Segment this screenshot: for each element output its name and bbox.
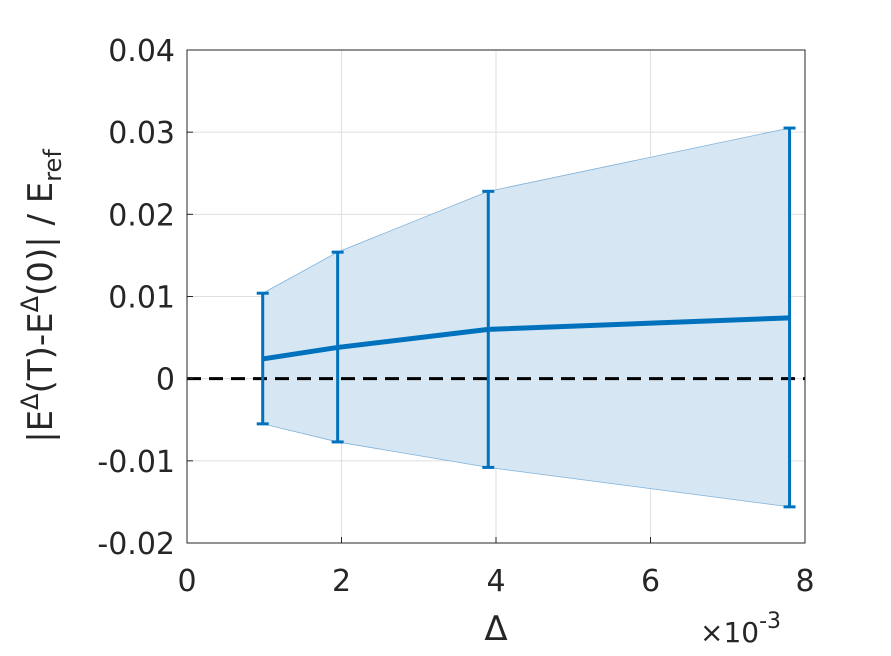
y-tick-label: 0.04 <box>108 34 175 69</box>
y-tick-label: 0.02 <box>108 198 175 233</box>
x-ticks: 0 2 4 6 8 <box>177 537 815 599</box>
y-label-sup1: Δ <box>16 393 44 410</box>
y-tick-label: -0.02 <box>97 527 175 562</box>
x-multiplier-prefix: ×10 <box>700 616 759 649</box>
y-label-sup2: Δ <box>16 295 44 312</box>
y-axis-label: |EΔ(T)-EΔ(0)| / Eref <box>16 149 67 443</box>
y-tick-label: -0.01 <box>97 445 175 480</box>
x-multiplier-exponent: -3 <box>759 609 781 634</box>
y-ticks: -0.02 -0.01 0 0.01 0.02 0.03 0.04 <box>97 34 193 562</box>
y-label-mid: (T)-E <box>21 312 61 393</box>
x-axis-multiplier: ×10-3 <box>700 609 781 649</box>
y-label-sub: ref <box>39 149 67 182</box>
y-tick-label: 0.01 <box>108 281 175 316</box>
x-axis-label: Δ <box>484 609 507 649</box>
x-tick-label: 4 <box>486 564 505 599</box>
mean-series-line <box>262 315 790 362</box>
y-tick-label: 0 <box>156 363 175 398</box>
x-tick-label: 2 <box>332 564 351 599</box>
mean-line <box>262 315 790 362</box>
x-tick-label: 8 <box>795 564 814 599</box>
x-tick-label: 0 <box>177 564 196 599</box>
y-tick-label: 0.03 <box>108 116 175 151</box>
y-label-end: (0)| / E <box>21 182 61 296</box>
y-label-main: |E <box>21 410 61 443</box>
x-tick-label: 6 <box>641 564 660 599</box>
